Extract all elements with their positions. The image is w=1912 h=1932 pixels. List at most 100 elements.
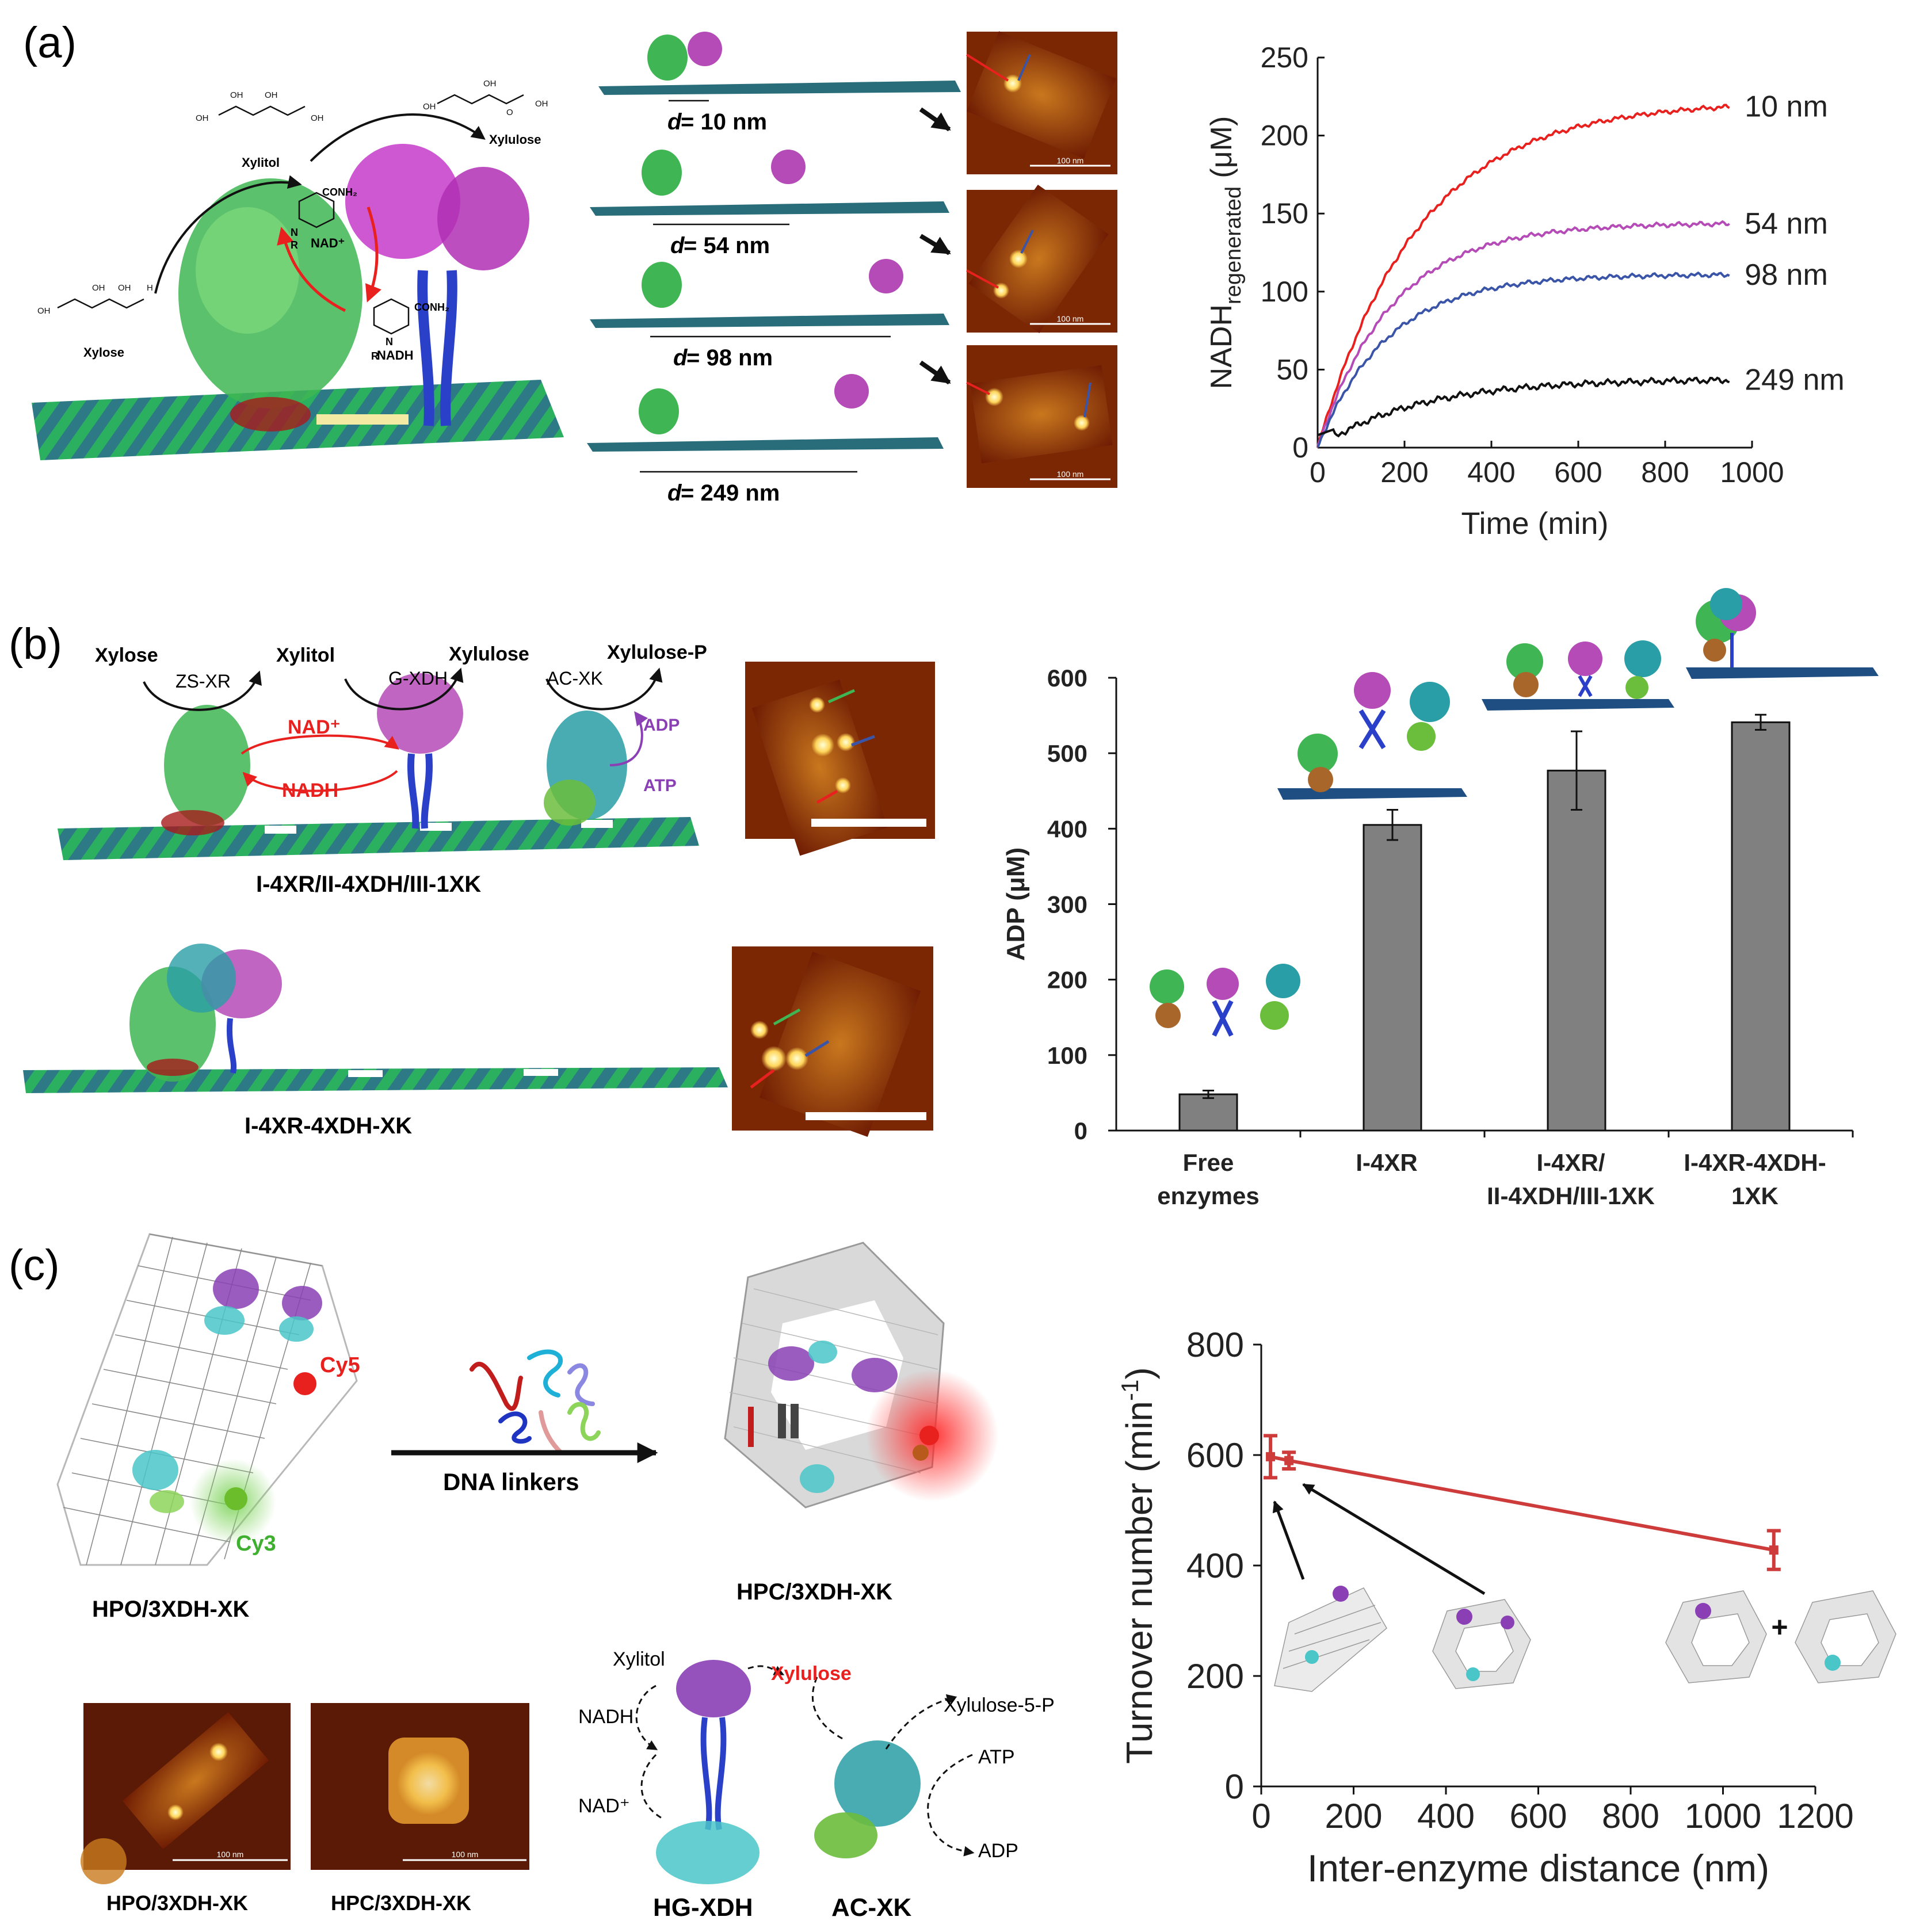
distance-symbol: d — [673, 345, 688, 371]
x-tick-label: 1000 — [1685, 1797, 1761, 1835]
xr-enzyme-icon — [164, 705, 250, 826]
xdh-enzyme-icon — [834, 374, 869, 408]
xylitol-label: Xylitol — [613, 1648, 665, 1670]
nad-label: NAD⁺ — [578, 1795, 630, 1817]
series-label: 249 nm — [1745, 364, 1844, 397]
category-label: I-4XR/ — [1536, 1149, 1605, 1176]
y-tick-label: 50 — [1276, 353, 1308, 385]
panel-c-reaction-scheme — [635, 1660, 975, 1884]
cy5-dye-icon — [919, 1426, 939, 1445]
panel-b-letter: (b) — [9, 620, 62, 669]
y-tick-label: 200 — [1261, 120, 1308, 152]
xr-enzyme-icon — [642, 150, 682, 196]
series-line — [1317, 376, 1730, 438]
scheme-caption-2: I-4XR-4XDH-XK — [245, 1113, 412, 1139]
panel-a: (a) Xylitol Xylulose Xylose NAD⁺ NADH CO… — [23, 18, 1845, 541]
oh-label: OH — [311, 113, 324, 123]
distance-symbol: d — [667, 480, 682, 506]
xdh-enzyme-icon — [377, 673, 463, 754]
cy3-dye-icon — [224, 1487, 247, 1510]
scale-bar-label: 100 nm — [1057, 469, 1084, 479]
y-tick-label: 100 — [1047, 1042, 1087, 1069]
y-tick-label: 400 — [1047, 815, 1087, 842]
oh-label: OH — [118, 283, 131, 293]
distance-symbol: d — [670, 233, 685, 258]
x-tick-label: 400 — [1467, 456, 1515, 488]
bar — [1363, 824, 1422, 1132]
xylulose-p-label: Xylulose-P — [607, 642, 707, 663]
y-tick-label: 300 — [1047, 891, 1087, 918]
i-4xr-glyph — [1277, 672, 1467, 800]
dna-linkers-label: DNA linkers — [443, 1468, 579, 1495]
xk-enzyme-icon — [834, 1740, 921, 1827]
nadh-label: NADH — [578, 1706, 633, 1728]
dna-linkers-icon — [470, 1349, 601, 1455]
y-tick-label: 200 — [1186, 1657, 1244, 1696]
cy3-dye-icon — [913, 1445, 929, 1461]
distance-label: = 10 nm — [681, 109, 767, 135]
atp-label: ATP — [643, 776, 677, 795]
afm-images-a: 100 nm 100 nm 100 nm — [965, 31, 1117, 488]
closed-origami-structure — [724, 1242, 998, 1509]
i-4xr-ii-4xdh-iii-1xk-glyph — [1482, 640, 1674, 711]
x-tick-label: 800 — [1641, 456, 1689, 488]
pointer-arrow-icon — [919, 234, 951, 255]
r-label: R — [371, 350, 379, 362]
xdh-enzyme-icon — [213, 1269, 259, 1309]
turnover-chart: 0 200 400 600 800 1000 1200 0 200 400 600 800 Inter-… — [1116, 1326, 1854, 1889]
o-label: O — [506, 108, 513, 117]
x-tick-label: 200 — [1325, 1797, 1382, 1835]
i-4xr-4xdh-1xk-glyph — [1686, 588, 1879, 679]
x-tick-label: 400 — [1417, 1797, 1475, 1835]
panel-b-cascade-scheme — [58, 667, 699, 860]
y-tick-label: 250 — [1261, 41, 1308, 74]
open-origami-structure — [56, 1233, 358, 1566]
xylulose-label: Xylulose — [771, 1663, 852, 1685]
pointer-arrow-icon — [1302, 1483, 1486, 1595]
xr-enzyme-icon — [647, 35, 688, 81]
r-label: R — [291, 239, 298, 251]
afm-image: 100 nm — [81, 1703, 291, 1884]
scheme-caption-1: I-4XR/II-4XDH/III-1XK — [256, 872, 481, 897]
reaction-arrow-icon — [143, 670, 262, 711]
y-tick-label: 0 — [1292, 432, 1308, 464]
nadh-regeneration-chart: 0 200 400 600 800 1000 0 50 100 150 200 250 Time (mi… — [1205, 41, 1845, 541]
x-axis-label: Time (min) — [1461, 506, 1609, 541]
x-tick-label: 800 — [1602, 1797, 1659, 1835]
oh-label: OH — [92, 283, 105, 293]
series-line — [1316, 271, 1730, 448]
bar — [1731, 721, 1791, 1132]
nad-label: NAD⁺ — [288, 716, 341, 738]
atp-label: ATP — [978, 1746, 1015, 1768]
ac-xk-label: AC-XK — [831, 1893, 912, 1922]
closed-structure-label: HPC/3XDH-XK — [736, 1579, 892, 1605]
nad-label: NAD⁺ — [311, 236, 345, 250]
n-label: N — [386, 336, 393, 348]
y-tick-label: 0 — [1074, 1117, 1087, 1144]
oh-label: OH — [230, 90, 243, 100]
scale-bar-label: 100 nm — [1057, 156, 1084, 165]
cofactor-arrow-icon — [241, 734, 399, 755]
h-label: H — [147, 283, 153, 293]
oh-label: OH — [535, 99, 548, 109]
distance-schemes: d = 10 nm d = 54 nm d = 98 nm — [587, 32, 961, 506]
y-tick-label: 500 — [1047, 740, 1087, 767]
panel-c-letter: (c) — [9, 1241, 60, 1290]
xdh-enzyme-icon — [869, 259, 903, 293]
afm-images-b — [732, 662, 935, 1137]
afm-image: 100 nm — [966, 184, 1117, 334]
cofactor-arrow-icon — [277, 227, 346, 312]
xylitol-label: Xylitol — [276, 644, 335, 666]
x-axis-label: Inter-enzyme distance (nm) — [1307, 1847, 1769, 1889]
panel-b: (b) Xylose Xylitol Xylulose Xylulose-P — [9, 588, 1879, 1209]
y-axis-label: ADP (μM) — [1002, 847, 1030, 961]
xdh-enzyme-icon — [676, 1660, 751, 1717]
scale-bar-label: 100 nm — [217, 1850, 244, 1859]
oh-label: OH — [483, 79, 497, 89]
bar-inset-glyphs — [1150, 588, 1879, 1037]
xylose-label: Xylose — [95, 644, 158, 666]
zs-xr-label: ZS-XR — [175, 671, 231, 692]
y-tick-label: 600 — [1186, 1436, 1244, 1475]
turnover-inset-glyphs — [1274, 1587, 1896, 1692]
panel-a-scheme — [32, 113, 564, 460]
